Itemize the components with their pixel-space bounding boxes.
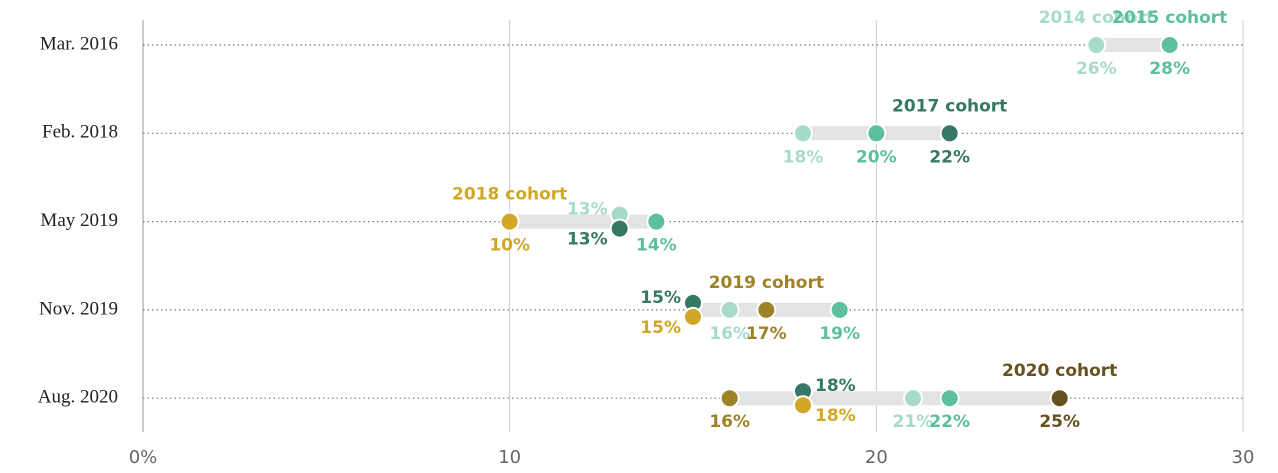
value-label: 25% <box>1039 412 1080 432</box>
dot <box>609 218 630 239</box>
dot <box>903 388 923 409</box>
series-label: 2018 cohort <box>452 185 567 205</box>
value-label: 17% <box>746 324 787 344</box>
dot <box>866 123 887 144</box>
dot <box>499 211 520 232</box>
x-tick-label: 20 <box>865 447 888 468</box>
dot <box>939 123 960 144</box>
category-label: Nov. 2019 <box>39 298 118 319</box>
dot <box>719 388 740 409</box>
value-label: 16% <box>709 412 750 432</box>
dot <box>793 123 813 144</box>
value-label: 26% <box>1076 59 1117 79</box>
value-label: 20% <box>856 147 897 167</box>
x-tick-label: 10 <box>498 447 521 468</box>
value-label: 22% <box>929 412 970 432</box>
value-label: 18% <box>783 147 824 167</box>
series-label: 2019 cohort <box>709 273 824 293</box>
x-tick-label: 0% <box>129 447 158 468</box>
dot <box>756 299 777 320</box>
value-label: 21% <box>893 412 934 432</box>
value-label: 13% <box>567 200 608 220</box>
value-label: 10% <box>489 236 530 256</box>
value-label: 15% <box>640 288 681 308</box>
category-label: Mar. 2016 <box>40 33 118 54</box>
series-label: 2017 cohort <box>892 96 1007 116</box>
x-tick-label: 30 <box>1232 447 1255 468</box>
dot <box>939 388 960 409</box>
dot <box>793 395 813 416</box>
value-label: 14% <box>636 236 677 256</box>
value-label: 19% <box>819 324 860 344</box>
dot <box>1049 388 1070 409</box>
dot <box>719 299 740 320</box>
category-label: May 2019 <box>40 210 118 231</box>
value-label: 18% <box>815 376 856 396</box>
category-label: Feb. 2018 <box>42 122 118 143</box>
dot <box>1086 35 1107 55</box>
dot <box>1159 35 1180 55</box>
value-label: 22% <box>929 147 970 167</box>
value-label: 13% <box>567 230 608 250</box>
value-label: 28% <box>1149 59 1190 79</box>
dot <box>646 211 667 232</box>
series-label: 2015 cohort <box>1112 8 1227 28</box>
value-label: 16% <box>709 324 750 344</box>
value-label: 18% <box>815 406 856 426</box>
dot <box>683 306 703 327</box>
dot <box>829 299 850 320</box>
value-label: 15% <box>640 318 681 338</box>
series-label: 2014 cohort <box>1039 8 1154 28</box>
category-label: Aug. 2020 <box>38 387 118 408</box>
series-label: 2020 cohort <box>1002 361 1117 381</box>
